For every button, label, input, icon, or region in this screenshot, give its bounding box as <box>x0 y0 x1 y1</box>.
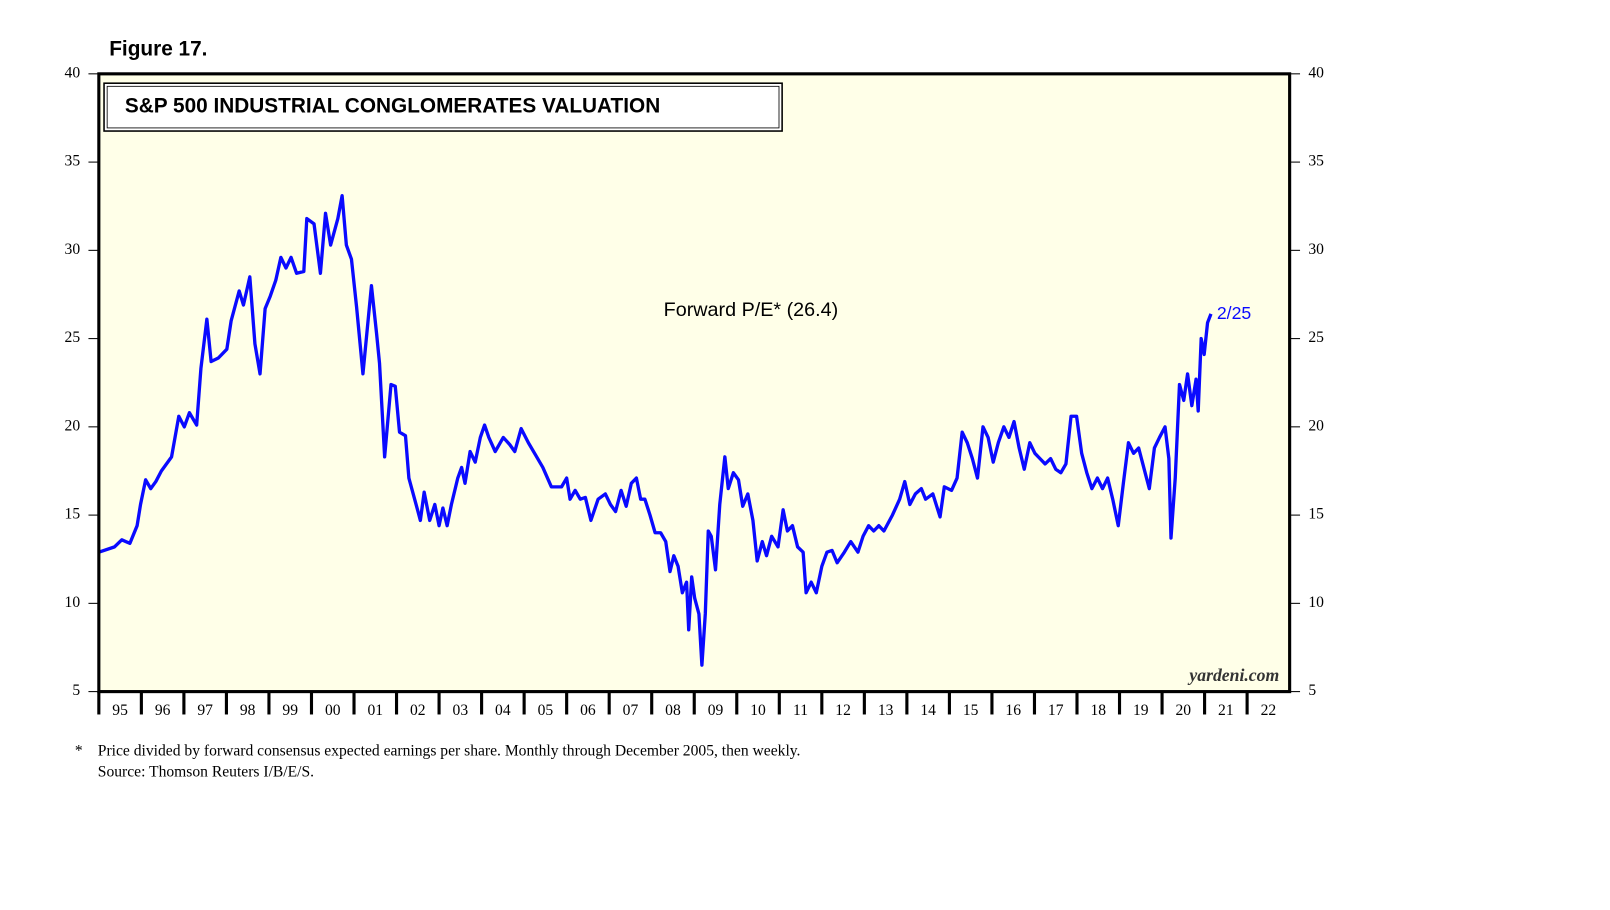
x-tick-label: 97 <box>197 702 213 719</box>
figure-label: Figure 17. <box>109 37 207 60</box>
x-tick-label: 95 <box>112 702 128 719</box>
x-tick-label: 19 <box>1133 702 1149 719</box>
x-tick-label: 22 <box>1261 702 1277 719</box>
source: Source: Thomson Reuters I/B/E/S. <box>98 763 314 780</box>
x-tick-label: 18 <box>1090 702 1106 719</box>
y-tick-label: 15 <box>65 506 81 523</box>
plot-frame <box>97 72 1292 694</box>
y2-tick-label: 30 <box>1308 241 1324 258</box>
footnote: Price divided by forward consensus expec… <box>98 742 801 759</box>
x-tick-label: 12 <box>835 702 851 719</box>
x-tick-label: 11 <box>793 702 808 719</box>
y2-tick-label: 35 <box>1308 153 1324 170</box>
title-box <box>103 82 783 132</box>
x-tick-label: 03 <box>453 702 469 719</box>
x-tick-label: 10 <box>750 702 766 719</box>
y-tick-label: 25 <box>65 329 81 346</box>
title-box-inner <box>106 85 780 129</box>
y2-tick-label: 20 <box>1308 417 1324 434</box>
y-tick-label: 20 <box>65 417 81 434</box>
x-tick-label: 20 <box>1176 702 1192 719</box>
x-tick-label: 09 <box>708 702 724 719</box>
x-tick-label: 16 <box>1005 702 1021 719</box>
x-tick-label: 02 <box>410 702 426 719</box>
x-tick-label: 05 <box>538 702 554 719</box>
x-tick-label: 14 <box>920 702 936 719</box>
y-tick-label: 5 <box>72 682 80 699</box>
y2-tick-label: 10 <box>1308 594 1324 611</box>
chart-title: S&P 500 INDUSTRIAL CONGLOMERATES VALUATI… <box>125 95 660 118</box>
x-tick-label: 00 <box>325 702 341 719</box>
x-tick-label: 15 <box>963 702 979 719</box>
y2-tick-label: 5 <box>1308 682 1316 699</box>
x-tick-label: 96 <box>155 702 171 719</box>
x-tick-label: 07 <box>623 702 639 719</box>
x-tick-label: 08 <box>665 702 681 719</box>
x-tick-label: 01 <box>367 702 383 719</box>
x-tick-label: 98 <box>240 702 256 719</box>
x-tick-label: 13 <box>878 702 894 719</box>
footnote-marker: * <box>75 742 83 759</box>
y2-tick-label: 40 <box>1308 64 1324 81</box>
x-tick-label: 99 <box>282 702 298 719</box>
y2-tick-label: 25 <box>1308 329 1324 346</box>
x-tick-label: 17 <box>1048 702 1064 719</box>
y-tick-label: 10 <box>65 594 81 611</box>
y-tick-label: 30 <box>65 241 81 258</box>
x-tick-label: 06 <box>580 702 596 719</box>
watermark: yardeni.com <box>1187 665 1279 685</box>
y-tick-label: 35 <box>65 153 81 170</box>
y-tick-label: 40 <box>65 64 81 81</box>
x-tick-label: 04 <box>495 702 511 719</box>
end-date-label: 2/25 <box>1217 303 1252 323</box>
series-line <box>98 193 1213 667</box>
y2-tick-label: 15 <box>1308 506 1324 523</box>
series-label: Forward P/E* (26.4) <box>664 299 839 321</box>
x-tick-label: 21 <box>1218 702 1234 719</box>
